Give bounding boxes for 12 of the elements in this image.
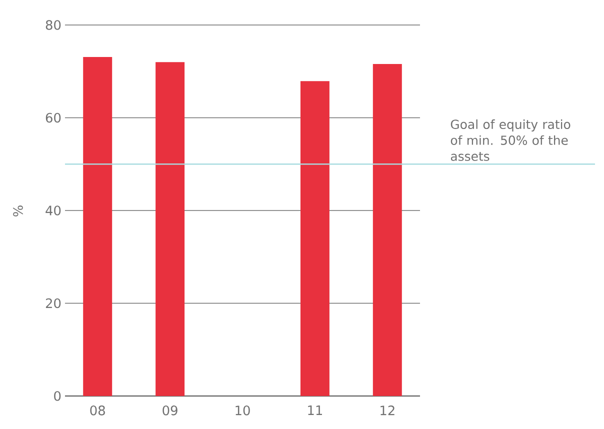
y-tick-label: 20 (46, 298, 61, 308)
y-tick-label: 80 (46, 20, 61, 30)
x-tick-label: 12 (380, 406, 394, 416)
x-tick-label: 10 (236, 406, 250, 416)
ref-line-label: Goal of equity ratio of min. 50% of the assets (450, 119, 570, 161)
x-tick-label: 09 (162, 406, 178, 416)
x-tick-label: 08 (90, 406, 105, 416)
y-tick-label: 0 (54, 391, 61, 401)
y-tick-label: 40 (46, 206, 61, 216)
y-tick-label: 60 (46, 112, 61, 123)
y-axis-title: % (13, 206, 23, 216)
x-tick-label: 11 (308, 406, 322, 415)
